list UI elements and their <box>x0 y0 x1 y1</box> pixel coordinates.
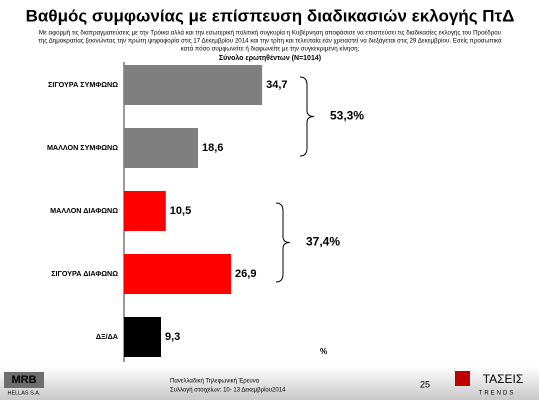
category-label: ΜΑΛΛΟΝ ΔΙΑΦΩΝΩ <box>50 206 118 215</box>
unit-label: % <box>320 347 327 356</box>
sample-size: Σύνολο ερωτηθέντων (N=1014) <box>219 54 321 62</box>
bracket <box>299 76 315 157</box>
bar <box>124 254 232 294</box>
annotation: 53,3% <box>330 109 364 123</box>
value-label: 9,3 <box>165 331 180 343</box>
annotation: 37,4% <box>306 235 340 249</box>
subtitle: Με αφορμή τις διαπραγματεύσεις με την Τρ… <box>39 30 502 37</box>
category-label: ΜΑΛΛΟΝ ΣΥΜΦΩΝΩ <box>47 143 118 152</box>
logo-right-mark <box>455 371 470 386</box>
value-label: 26,9 <box>235 268 256 280</box>
category-label: ΣΙΓΟΥΡΑ ΔΙΑΦΩΝΩ <box>51 269 118 278</box>
bracket <box>275 202 291 283</box>
logo-right-sub: TRENDS <box>479 391 516 397</box>
chart-title: Βαθμός συμφωνίας με επίσπευση διαδικασιώ… <box>26 6 515 25</box>
subtitle: κατά πόσο συμφωνείτε ή διαφωνείτε με την… <box>181 46 360 53</box>
value-label: 18,6 <box>202 142 223 154</box>
footer-survey: Πανελλαδική Τηλεφωνική Έρευνα <box>170 378 260 385</box>
bar <box>124 128 199 168</box>
subtitle: της Δημοκρατίας ξεκινώντας την πρώτη ψηφ… <box>38 38 502 45</box>
bar <box>124 65 263 105</box>
footer-band <box>0 366 539 400</box>
logo-left-box <box>4 372 44 388</box>
category-label: ΔΞ/ΔΑ <box>96 332 118 341</box>
page-number: 25 <box>420 379 430 389</box>
logo-left: MRB <box>11 374 36 386</box>
category-label: ΣΙΓΟΥΡΑ ΣΥΜΦΩΝΩ <box>48 80 118 89</box>
bar <box>124 191 166 231</box>
value-label: 10,5 <box>170 205 191 217</box>
bar <box>124 317 162 357</box>
footer-dates: Συλλογή στοιχείων: 10- 13 Δεκεμβρίου2014 <box>170 387 286 394</box>
value-label: 34,7 <box>266 79 287 91</box>
logo-left-sub: HELLAS S.A. <box>7 390 40 396</box>
logo-right: ΤΑΣΕΙΣ <box>483 372 524 386</box>
